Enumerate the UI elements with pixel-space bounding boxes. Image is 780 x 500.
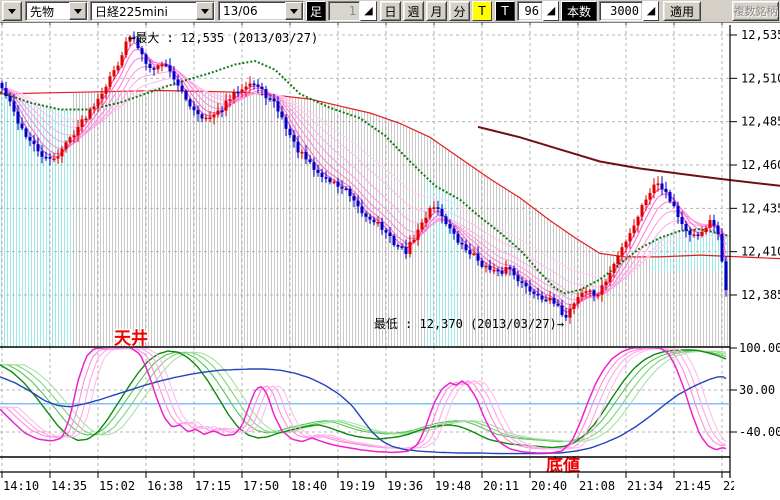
chevron-down-icon[interactable] xyxy=(69,2,87,20)
chart-plot-area[interactable] xyxy=(0,25,730,472)
sub-y-axis-label: -40.00 xyxy=(739,425,780,439)
stoch-pink-line xyxy=(0,348,727,450)
area-under-red-ma xyxy=(72,90,730,347)
candlesticks xyxy=(0,31,728,324)
x-axis-label: 17:50 xyxy=(243,479,279,493)
instrument-type-select[interactable]: 先物 xyxy=(25,1,88,21)
stoch-green-line xyxy=(0,349,727,449)
x-axis-label: 22 xyxy=(723,479,737,493)
x-axis-label: 20:11 xyxy=(483,479,519,493)
x-axis-label: 18:40 xyxy=(291,479,327,493)
y-axis-label: 12,385 xyxy=(741,288,780,302)
symbol-select[interactable]: 日経225mini xyxy=(90,1,215,21)
ma-ribbon-line xyxy=(1,57,727,306)
chart-canvas[interactable]: ←最大 : 12,535 (2013/03/27) 最低 : 12,370 (2… xyxy=(0,22,780,500)
tick-count-field[interactable]: 96 xyxy=(517,1,543,21)
bar-count-field[interactable]: 3000 xyxy=(599,1,643,21)
y-axis-label: 12,460 xyxy=(741,158,780,172)
cyan-session-zone xyxy=(652,229,728,272)
bar-count-label-button[interactable]: 本数 xyxy=(561,1,597,21)
bar-interval-field[interactable]: 1 xyxy=(328,1,360,21)
bar-type-button[interactable]: 足 xyxy=(306,1,326,21)
x-axis-label: 16:38 xyxy=(147,479,183,493)
green-dotted-ma-line xyxy=(0,59,731,295)
y-axis-label: 12,435 xyxy=(741,201,780,215)
bar-interval-spinner[interactable]: ◢ xyxy=(360,1,377,21)
ma-ribbon-line xyxy=(1,65,727,301)
x-axis-label: 14:10 xyxy=(3,479,39,493)
stoch-light-green-line xyxy=(0,350,727,443)
y-axis-label: 12,510 xyxy=(741,71,780,85)
tick-mode-toggle[interactable]: T xyxy=(472,1,492,21)
x-axis-label: 19:19 xyxy=(339,479,375,493)
chart-menu-dropdown-button[interactable] xyxy=(2,1,22,21)
x-axis-label: 14:35 xyxy=(51,479,87,493)
stoch-blue-line xyxy=(0,368,727,455)
instrument-type-value: 先物 xyxy=(30,4,55,19)
chevron-down-icon[interactable] xyxy=(285,2,303,20)
bar-count-spinner[interactable]: ◢ xyxy=(643,1,659,21)
x-axis-label: 21:45 xyxy=(675,479,711,493)
ma-ribbon-line xyxy=(1,49,727,310)
period-day-button[interactable]: 日 xyxy=(380,1,401,21)
symbol-value: 日経225mini xyxy=(95,4,168,19)
ma-ribbon-line xyxy=(1,83,727,279)
y-axis-label: 12,485 xyxy=(741,115,780,129)
toolbar: 先物 日経225mini 13/06 足 1 ◢ 日 週 月 分 T T 96 … xyxy=(0,0,780,23)
x-axis-label: 21:08 xyxy=(579,479,615,493)
apply-button[interactable]: 適用 xyxy=(663,1,701,21)
sub-y-axis-label: 100.00 xyxy=(739,341,780,355)
x-axis-label: 17:15 xyxy=(195,479,231,493)
x-axis-label: 15:02 xyxy=(99,479,135,493)
tick-label-button[interactable]: T xyxy=(495,1,515,21)
period-minute-button[interactable]: 分 xyxy=(449,1,470,21)
chevron-down-icon[interactable] xyxy=(196,2,214,20)
stoch-light-green-line xyxy=(0,350,727,443)
tick-count-spinner[interactable]: ◢ xyxy=(543,1,559,21)
sub-y-axis-label: 30.00 xyxy=(739,383,775,397)
contract-month-value: 13/06 xyxy=(223,4,258,18)
max-annotation: ←最大 : 12,535 (2013/03/27) xyxy=(128,31,318,45)
x-axis-label: 20:40 xyxy=(531,479,567,493)
period-week-button[interactable]: 週 xyxy=(403,1,424,21)
contract-month-select[interactable]: 13/06 xyxy=(218,1,304,21)
y-axis-label: 12,410 xyxy=(741,245,780,259)
period-month-button[interactable]: 月 xyxy=(426,1,447,21)
stoch-light-green-line xyxy=(0,350,727,443)
y-axis-label: 12,535 xyxy=(741,28,780,42)
min-annotation: 最低 : 12,370 (2013/03/27)→ xyxy=(374,317,564,331)
x-axis-label: 19:48 xyxy=(435,479,471,493)
multi-symbol-button[interactable]: 複数銘柄 xyxy=(732,1,779,21)
maroon-ma-line xyxy=(477,125,780,187)
stoch-magenta-line xyxy=(0,348,727,454)
x-axis-label: 21:34 xyxy=(627,479,663,493)
chevron-down-icon xyxy=(8,8,16,14)
x-axis-label: 19:36 xyxy=(387,479,423,493)
